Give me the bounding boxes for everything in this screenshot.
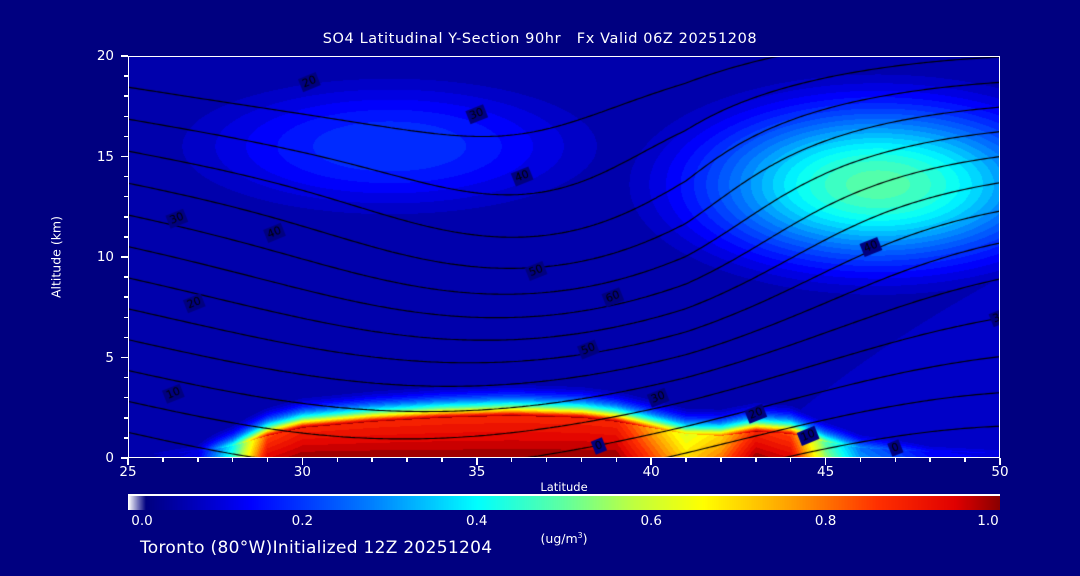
- y-tick-minor: [124, 336, 128, 339]
- x-tick-major: [999, 458, 1001, 465]
- units-tail: ): [582, 531, 588, 547]
- colorbar-gradient: [128, 496, 1000, 510]
- x-tick-label: 35: [468, 464, 486, 480]
- x-tick-major: [476, 458, 478, 465]
- colorbar-top-rule: [128, 494, 1000, 496]
- y-tick-major: [121, 457, 128, 459]
- x-tick-label: 25: [119, 464, 137, 480]
- x-tick-major: [127, 458, 129, 465]
- y-tick-label: 5: [105, 349, 114, 366]
- contour-fill-canvas: [128, 56, 1000, 458]
- x-tick-minor: [371, 458, 373, 462]
- x-tick-minor: [929, 458, 931, 462]
- x-tick-minor: [580, 458, 583, 462]
- plot-area: 25 30 35 40 45 50 0 5 10 15 20 Latitude Altitude …: [49, 48, 1009, 494]
- x-tick-minor: [964, 458, 966, 462]
- x-tick-minor: [231, 458, 234, 462]
- colorbar-tick-label: 0.4: [466, 513, 488, 529]
- y-tick-minor: [124, 115, 128, 118]
- y-tick-minor: [124, 376, 128, 379]
- y-tick-major: [121, 55, 128, 57]
- y-tick-minor: [124, 95, 128, 97]
- y-tick-minor: [124, 417, 128, 419]
- units-exponent: 3: [577, 531, 583, 540]
- colorbar-tick-label: 0.8: [814, 513, 837, 529]
- x-tick-major: [650, 458, 652, 465]
- y-tick-major: [121, 256, 128, 258]
- x-tick-minor: [510, 458, 513, 462]
- x-tick-minor: [894, 458, 897, 462]
- colorbar-tick-label: 0.6: [640, 513, 662, 529]
- figure-title: SO4 Latitudinal Y-Section 90hr Fx Valid …: [322, 31, 758, 47]
- y-tick-minor: [124, 216, 128, 218]
- y-tick-minor: [124, 195, 128, 198]
- y-axis-title: Altitude (km): [48, 216, 64, 298]
- x-tick-label: 50: [991, 464, 1009, 480]
- x-tick-minor: [266, 458, 269, 462]
- x-tick-major: [824, 458, 827, 465]
- x-tick-minor: [755, 458, 757, 462]
- y-tick-label: 15: [96, 148, 114, 165]
- colorbar-tick-label: 0.0: [131, 513, 153, 529]
- x-axis-title: Latitude: [540, 480, 588, 494]
- units-base: (ug/m: [540, 531, 578, 547]
- x-tick-minor: [336, 458, 339, 462]
- x-tick-label: 40: [642, 464, 660, 480]
- colorbar-units-label: (ug/m3): [128, 531, 1000, 546]
- colorbar-tick-label: 1.0: [977, 513, 999, 529]
- x-tick-minor: [406, 458, 408, 462]
- colorbar-tick-label: 0.2: [291, 513, 314, 529]
- y-tick-label: 0: [105, 450, 114, 466]
- x-tick-minor: [615, 458, 618, 462]
- y-tick-minor: [124, 296, 128, 298]
- x-tick-minor: [859, 458, 862, 462]
- y-tick-label: 20: [96, 48, 114, 64]
- y-tick-minor: [124, 396, 128, 399]
- x-tick-minor: [197, 458, 199, 462]
- x-tick-minor: [545, 458, 548, 462]
- y-tick-minor: [124, 75, 128, 77]
- y-tick-minor: [124, 236, 128, 238]
- y-tick-minor: [124, 175, 128, 178]
- y-tick-major: [121, 155, 128, 158]
- x-tick-minor: [720, 458, 722, 462]
- y-tick-minor: [124, 135, 128, 138]
- x-tick-minor: [162, 458, 164, 462]
- x-tick-minor: [685, 458, 687, 462]
- y-tick-label: 10: [96, 249, 114, 265]
- y-tick-minor: [124, 316, 128, 319]
- y-tick-minor: [124, 437, 128, 439]
- x-tick-major: [301, 458, 304, 465]
- y-tick-major: [121, 356, 128, 359]
- figure-footer-caption: Toronto (80°W)Initialized 12Z 20251204: [140, 538, 493, 558]
- x-tick-minor: [789, 458, 792, 462]
- x-tick-label: 45: [817, 464, 835, 480]
- colorbar: 0.0 0.2 0.4 0.6 0.8 1.0 (ug/m3): [128, 494, 1000, 546]
- x-tick-minor: [441, 458, 443, 462]
- y-tick-minor: [124, 276, 128, 278]
- x-tick-label: 30: [293, 464, 311, 480]
